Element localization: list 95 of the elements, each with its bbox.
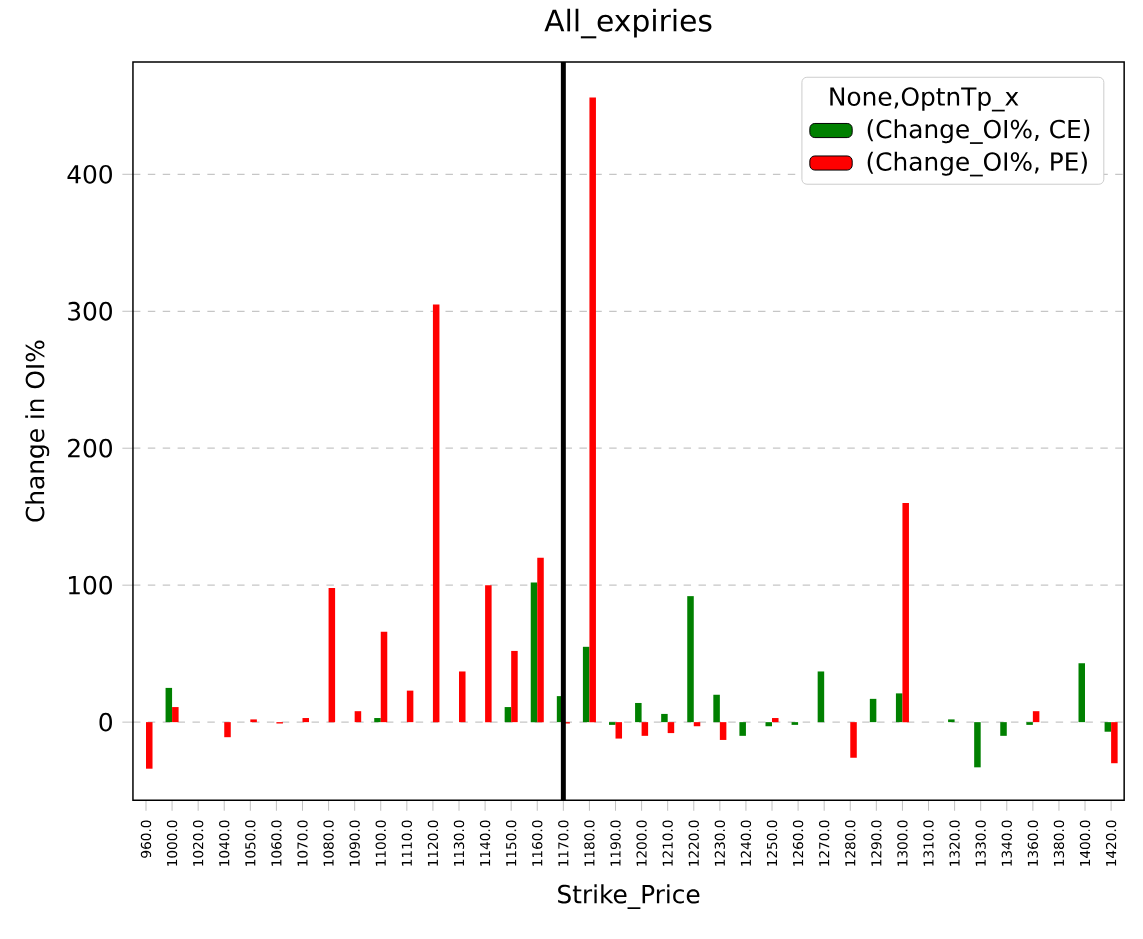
x-tick-label: 1050.0 bbox=[245, 820, 256, 866]
bar bbox=[250, 719, 257, 723]
bar bbox=[374, 717, 381, 723]
x-tick-label: 1020.0 bbox=[192, 820, 204, 866]
x-tick-label: 1320.0 bbox=[949, 820, 960, 866]
bar bbox=[1026, 722, 1033, 725]
x-tick-label: 1160.0 bbox=[532, 820, 543, 866]
x-tick-label: 1280.0 bbox=[845, 820, 856, 866]
bar bbox=[302, 717, 310, 723]
y-tick-label: 100 bbox=[68, 575, 112, 595]
x-tick-label: 1300.0 bbox=[897, 820, 908, 866]
bar bbox=[504, 707, 512, 723]
bar bbox=[172, 707, 179, 723]
bar bbox=[589, 97, 596, 723]
bar bbox=[354, 711, 362, 723]
x-tick-label: 1420.0 bbox=[1105, 820, 1117, 866]
bar bbox=[635, 702, 642, 723]
y-tick-label: 200 bbox=[68, 438, 112, 458]
bar bbox=[459, 671, 466, 723]
bar bbox=[537, 557, 544, 723]
bar bbox=[719, 722, 727, 740]
bar bbox=[765, 722, 773, 727]
x-tick-label: 1170.0 bbox=[558, 820, 569, 866]
x-tick-label: 1260.0 bbox=[792, 820, 804, 866]
x-tick-label: 1150.0 bbox=[505, 820, 517, 866]
bar bbox=[739, 722, 746, 736]
bar bbox=[772, 717, 779, 723]
x-tick-label: 1250.0 bbox=[766, 820, 778, 866]
bar bbox=[1104, 722, 1112, 732]
x-tick-label: 1310.0 bbox=[923, 820, 934, 866]
bar bbox=[667, 722, 675, 734]
bar bbox=[641, 722, 649, 736]
x-tick-label: 1120.0 bbox=[427, 820, 439, 866]
bar bbox=[608, 722, 616, 725]
bar bbox=[687, 596, 694, 723]
bar bbox=[1078, 663, 1086, 723]
bar bbox=[582, 646, 590, 723]
x-tick-label: 1070.0 bbox=[297, 820, 308, 866]
x-tick-label: 1090.0 bbox=[349, 820, 360, 866]
bar bbox=[817, 671, 825, 723]
x-tick-label: 1180.0 bbox=[584, 820, 595, 866]
x-tick-label: 1330.0 bbox=[975, 820, 986, 866]
x-tick-label: 1400.0 bbox=[1079, 820, 1091, 866]
x-tick-label: 1110.0 bbox=[401, 820, 412, 866]
bar bbox=[1032, 711, 1040, 723]
bar bbox=[145, 722, 153, 769]
bar bbox=[406, 690, 414, 723]
x-tick-label: 1240.0 bbox=[740, 820, 752, 866]
x-tick-label: 960.0 bbox=[140, 820, 152, 858]
bar bbox=[530, 582, 538, 723]
x-tick-label: 1200.0 bbox=[636, 820, 647, 866]
legend-label: (Change_OI%, PE) bbox=[867, 151, 1087, 177]
x-tick-label: 1210.0 bbox=[662, 820, 673, 866]
x-tick-label: 1080.0 bbox=[323, 820, 334, 866]
x-tick-label: 1290.0 bbox=[871, 820, 882, 866]
bar bbox=[850, 722, 857, 758]
x-axis-title: Strike_Price bbox=[558, 884, 700, 909]
y-axis-title: Change in OI% bbox=[25, 340, 50, 522]
x-tick-label: 1130.0 bbox=[453, 820, 465, 866]
x-tick-label: 1340.0 bbox=[1001, 820, 1012, 866]
x-tick-label: 1060.0 bbox=[271, 820, 282, 866]
bar bbox=[224, 722, 231, 738]
x-tick-label: 1220.0 bbox=[688, 820, 699, 866]
y-tick-label: 300 bbox=[68, 301, 112, 321]
bar bbox=[165, 687, 173, 723]
bar bbox=[791, 722, 799, 725]
x-tick-label: 1270.0 bbox=[819, 820, 830, 866]
bar bbox=[328, 587, 336, 723]
x-tick-label: 1040.0 bbox=[219, 820, 230, 866]
chart-title: All_expiries bbox=[544, 8, 712, 39]
x-tick-label: 1380.0 bbox=[1053, 820, 1065, 866]
x-tick-label: 1230.0 bbox=[714, 820, 726, 866]
bar bbox=[895, 693, 903, 723]
y-tick-label: 0 bbox=[99, 712, 112, 732]
bar bbox=[974, 722, 981, 768]
x-tick-label: 1000.0 bbox=[166, 820, 178, 866]
x-tick-label: 1100.0 bbox=[375, 820, 386, 866]
x-tick-label: 1140.0 bbox=[479, 820, 491, 866]
bar bbox=[615, 722, 623, 739]
bar bbox=[1111, 722, 1118, 764]
bar bbox=[661, 713, 668, 723]
bar bbox=[902, 502, 909, 723]
y-tick-label: 400 bbox=[67, 164, 112, 184]
bar bbox=[948, 719, 955, 723]
bar bbox=[713, 694, 720, 723]
legend-label: (Change_OI%, CE) bbox=[867, 119, 1090, 144]
bar bbox=[485, 585, 492, 723]
x-tick-label: 1190.0 bbox=[610, 820, 621, 866]
bar bbox=[432, 304, 440, 723]
bar bbox=[511, 650, 518, 723]
x-tick-label: 1360.0 bbox=[1027, 820, 1039, 866]
bar bbox=[1000, 722, 1007, 736]
bar bbox=[380, 631, 388, 723]
bar bbox=[869, 698, 877, 723]
legend-title: None,OptnTp_x bbox=[830, 87, 1019, 112]
